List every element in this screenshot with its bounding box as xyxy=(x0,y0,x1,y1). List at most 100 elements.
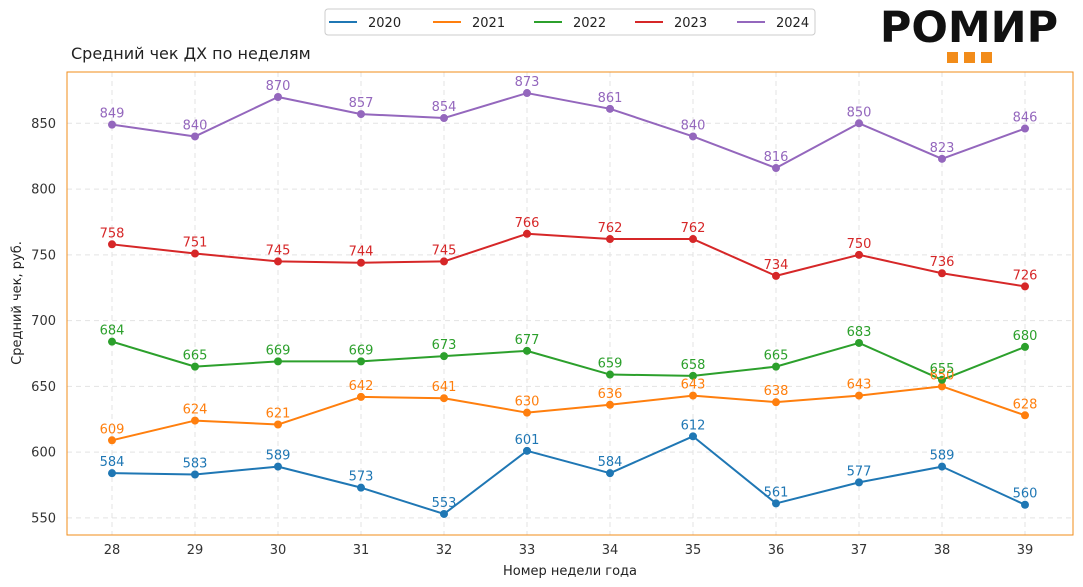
data-label-2020: 601 xyxy=(515,433,540,448)
legend-label-2020: 2020 xyxy=(368,16,401,31)
data-label-2024: 849 xyxy=(100,107,125,122)
data-point-2023 xyxy=(440,257,448,266)
data-point-2022 xyxy=(523,346,531,355)
data-point-2024 xyxy=(523,89,531,98)
x-tick-label: 37 xyxy=(851,543,868,558)
grid xyxy=(67,72,1073,535)
data-point-2023 xyxy=(523,229,531,238)
data-label-2024: 840 xyxy=(183,118,208,133)
series-line-2022 xyxy=(111,340,1026,381)
data-label-2024: 846 xyxy=(1013,111,1038,126)
x-tick-label: 32 xyxy=(436,543,453,558)
data-point-2024 xyxy=(606,104,614,113)
chart-title: Средний чек ДХ по неделям xyxy=(71,44,311,63)
data-point-2021 xyxy=(440,394,448,403)
data-label-2021: 636 xyxy=(598,387,623,402)
data-point-2020 xyxy=(938,462,946,471)
data-label-2024: 816 xyxy=(764,150,789,165)
data-label-2021: 624 xyxy=(183,403,208,418)
data-label-2020: 584 xyxy=(598,455,623,470)
data-point-2021 xyxy=(523,408,531,417)
data-label-2022: 658 xyxy=(681,358,706,373)
data-label-2024: 861 xyxy=(598,91,623,106)
data-point-2023 xyxy=(191,249,199,258)
data-label-2023: 751 xyxy=(183,236,208,251)
data-label-2023: 766 xyxy=(515,216,540,231)
data-label-2022: 673 xyxy=(432,338,457,353)
data-label-2023: 758 xyxy=(100,226,125,241)
data-point-2020 xyxy=(855,478,863,487)
data-label-2021: 643 xyxy=(681,378,706,393)
x-axis-label: Номер недели года xyxy=(503,564,637,579)
legend-box xyxy=(324,8,816,36)
data-label-2021: 641 xyxy=(432,380,457,395)
series-line-2020 xyxy=(111,435,1026,515)
logo-squares-icon xyxy=(947,52,993,64)
data-label-2022: 669 xyxy=(266,343,291,358)
data-point-2023 xyxy=(357,258,365,267)
data-label-2021: 621 xyxy=(266,407,291,422)
data-point-2022 xyxy=(191,362,199,371)
data-point-2020 xyxy=(274,462,282,471)
data-point-2021 xyxy=(772,398,780,407)
data-label-2024: 870 xyxy=(266,79,291,94)
data-point-2022 xyxy=(772,362,780,371)
axes: 550 600 650 700 750 800 850 28 29 30 31 32 33 34 35 36 3… xyxy=(31,117,1033,558)
data-label-2022: 669 xyxy=(349,343,374,358)
data-label-2023: 762 xyxy=(598,221,623,236)
data-label-2020: 589 xyxy=(930,449,955,464)
data-point-2024 xyxy=(1021,124,1029,133)
data-point-2022 xyxy=(689,371,697,380)
data-point-2023 xyxy=(855,250,863,259)
data-label-2023: 726 xyxy=(1013,268,1038,283)
data-point-2024 xyxy=(689,132,697,141)
y-tick-label: 800 xyxy=(31,183,56,198)
data-label-2020: 589 xyxy=(266,449,291,464)
data-label-2022: 665 xyxy=(764,349,789,364)
y-tick-label: 650 xyxy=(31,380,56,395)
data-label-2020: 553 xyxy=(432,496,457,511)
data-point-2021 xyxy=(689,391,697,400)
x-tick-label: 34 xyxy=(602,543,619,558)
logo-square xyxy=(964,52,975,63)
data-label-2020: 612 xyxy=(681,418,706,433)
y-tick-label: 600 xyxy=(31,446,56,461)
legend-label-2023: 2023 xyxy=(674,16,707,31)
data-point-2022 xyxy=(938,375,946,384)
data-label-2023: 736 xyxy=(930,255,955,270)
data-point-2022 xyxy=(1021,342,1029,351)
data-point-2021 xyxy=(108,436,116,445)
data-label-2021: 630 xyxy=(515,395,540,410)
data-label-2020: 584 xyxy=(100,455,125,470)
data-label-2023: 734 xyxy=(764,258,789,273)
data-point-2020 xyxy=(357,483,365,492)
data-labels: 584 583 589 573 553 601 584 612 561 577 589 560 609 6… xyxy=(100,75,1038,511)
data-point-2020 xyxy=(606,469,614,478)
data-point-2024 xyxy=(108,120,116,129)
x-tick-label: 35 xyxy=(685,543,702,558)
data-point-2021 xyxy=(191,416,199,425)
data-point-2023 xyxy=(108,240,116,249)
data-point-2022 xyxy=(440,352,448,361)
data-label-2024: 850 xyxy=(847,105,872,120)
data-label-2022: 655 xyxy=(930,362,955,377)
data-label-2021: 642 xyxy=(349,379,374,394)
data-label-2021: 650 xyxy=(930,368,955,383)
data-label-2023: 745 xyxy=(266,243,291,258)
y-tick-label: 750 xyxy=(31,248,56,263)
data-label-2024: 840 xyxy=(681,118,706,133)
x-tick-label: 38 xyxy=(934,543,951,558)
x-tick-label: 36 xyxy=(768,543,785,558)
plot-frame xyxy=(66,71,1074,536)
data-label-2020: 561 xyxy=(764,485,789,500)
data-point-2023 xyxy=(938,269,946,278)
logo-wordmark: РОМИР xyxy=(879,3,1059,53)
data-point-2020 xyxy=(1021,500,1029,509)
legend-label-2022: 2022 xyxy=(573,16,606,31)
x-tick-label: 31 xyxy=(353,543,370,558)
romir-logo: РОМИР xyxy=(873,6,1065,64)
y-axis-label: Средний чек, руб. xyxy=(10,241,25,365)
y-tick-label: 850 xyxy=(31,117,56,132)
data-point-2021 xyxy=(855,391,863,400)
data-point-2021 xyxy=(1021,411,1029,420)
